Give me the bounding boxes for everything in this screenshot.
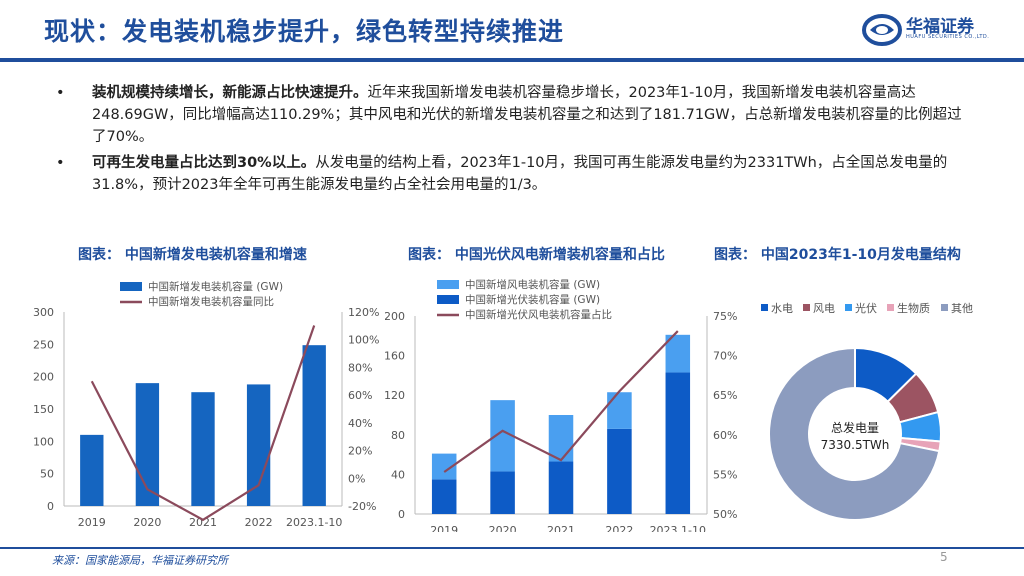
legend-label: 光伏 [855, 301, 877, 315]
legend-swatch [887, 304, 894, 311]
x-tick-label: 2023.1-10 [650, 524, 706, 532]
chart1-title: 图表： 中国新增发电装机容量和增速 [78, 247, 307, 263]
y-tick-label-right: 60% [713, 429, 737, 442]
x-tick-label: 2020 [489, 524, 517, 532]
bullet-text: 从发电量的结构上看，2023年1-10月，我国可再生能源发电量约为2331TWh… [92, 155, 948, 193]
bar-segment [548, 415, 574, 462]
y-tick-label-right: 50% [713, 508, 737, 521]
logo-subtext: HUAFU SECURITIES CO.,LTD. [906, 34, 990, 40]
source-note: 来源：国家能源局，华福证券研究所 [52, 554, 228, 567]
pie-center-label: 总发电量 [831, 420, 879, 435]
legend-label: 风电 [813, 302, 835, 315]
y-tick-label-left: 40 [391, 468, 405, 481]
legend-swatch [120, 282, 142, 291]
legend-swatch [941, 304, 948, 311]
bar-segment [431, 479, 457, 514]
y-tick-label-left: 50 [40, 468, 54, 481]
bullet-item: • 可再生发电量占比达到30%以上。从发电量的结构上看，2023年1-10月，我… [56, 152, 976, 196]
legend-label: 水电 [771, 302, 793, 315]
y-tick-label-right: 120% [348, 306, 379, 319]
bullet-item: • 装机规模持续增长，新能源占比快速提升。近年来我国新增发电装机容量稳步增长，2… [56, 82, 976, 148]
pie-center-value: 7330.5TWh [821, 438, 890, 452]
y-tick-label-right: 70% [713, 350, 737, 363]
y-tick-label-left: 120 [385, 389, 405, 402]
bar-segment [490, 471, 515, 514]
legend-swatch [437, 280, 459, 289]
bar [135, 383, 160, 506]
x-tick-label: 2019 [78, 516, 106, 529]
pie-slice [768, 346, 941, 521]
legend-label: 中国新增发电装机容量同比 [148, 295, 274, 308]
series-line [90, 325, 316, 522]
legend-label: 中国新增发电装机容量 (GW) [148, 280, 283, 293]
chart2-title: 图表： 中国光伏风电新增装机容量和占比 [408, 247, 665, 263]
chart1-capacity-growth: 0 50 100 150 200 250 300 -20% 0% 20% 40% 60% 80% 100%… [33, 280, 379, 529]
bar-segment [665, 334, 691, 373]
logo-text: 华福证券 [906, 17, 974, 37]
y-tick-label-left: 100 [33, 435, 54, 448]
bullet-dot: • [56, 155, 65, 171]
title-underline [0, 58, 1024, 62]
y-tick-label-right: 65% [713, 389, 737, 402]
x-tick-label: 2021 [547, 524, 575, 532]
y-tick-label-right: 40% [348, 417, 372, 430]
title-bar: 现状：发电装机稳步提升，绿色转型持续推进 华福证券 HUAFU SECURITI… [0, 0, 1024, 66]
footer-divider [0, 547, 1024, 549]
y-tick-label-right: 80% [348, 361, 372, 374]
chart3-title: 图表： 中国2023年1-10月发电量结构 [714, 247, 961, 263]
y-tick-label-left: 200 [33, 371, 54, 384]
bar-segment [607, 392, 632, 429]
bullet-bold-text: 装机规模持续增长，新能源占比快速提升。 [92, 85, 368, 101]
y-tick-label-right: 100% [348, 334, 379, 347]
bullet-text: 近年来我国新增发电装机容量稳步增长，2023年1-10月，我国新增发电装机容量高… [92, 85, 962, 145]
x-tick-label: 2021 [189, 516, 217, 529]
page-title: 现状：发电装机稳步提升，绿色转型持续推进 [44, 17, 565, 46]
y-tick-label-right: 75% [713, 310, 737, 323]
x-tick-label: 2019 [430, 524, 458, 532]
y-tick-label-left: 250 [33, 338, 54, 351]
y-tick-label-left: 150 [33, 403, 54, 416]
legend-swatch [845, 304, 852, 311]
y-tick-label-left: 0 [47, 500, 54, 513]
legend-label: 生物质 [897, 301, 930, 315]
bar-segment [548, 461, 574, 514]
bullet-list: • 装机规模持续增长，新能源占比快速提升。近年来我国新增发电装机容量稳步增长，2… [56, 82, 976, 200]
page-number: 5 [940, 550, 948, 564]
y-tick-label-left: 0 [398, 508, 405, 521]
chart2-pv-wind-capacity: 0 40 80 120 160 200 50% 55% 60% 65% 70% 75% 2019 2020… [385, 278, 737, 532]
y-tick-label-left: 80 [391, 429, 405, 442]
y-tick-label-right: -20% [348, 500, 376, 513]
bar-segment [665, 372, 691, 514]
bar [191, 392, 215, 506]
y-tick-label-right: 60% [348, 389, 372, 402]
x-tick-label: 2022 [245, 516, 273, 529]
y-tick-label-left: 160 [385, 350, 405, 363]
y-tick-label-right: 0% [348, 472, 365, 485]
legend-label: 其他 [951, 302, 973, 315]
legend-swatch [437, 295, 459, 304]
legend-label: 中国新增光伏装机容量 (GW) [465, 293, 600, 306]
logo-emblem-icon [862, 14, 902, 46]
legend-label: 中国新增风电装机容量 (GW) [465, 278, 600, 291]
bullet-bold-text: 可再生发电量占比达到30%以上。 [92, 155, 316, 171]
bullet-dot: • [56, 85, 65, 101]
bar [302, 345, 326, 506]
bar [80, 434, 104, 506]
bar [246, 384, 271, 506]
x-tick-label: 2020 [133, 516, 161, 529]
y-tick-label-right: 55% [713, 468, 737, 481]
bar-segment [607, 428, 632, 514]
y-tick-label-left: 300 [33, 306, 54, 319]
y-tick-label-right: 20% [348, 445, 372, 458]
series-line [443, 330, 679, 473]
chart3-generation-structure: 总发电量 7330.5TWh 水电 风电 光伏 生物质 其他 [761, 301, 973, 521]
x-tick-label: 2023.1-10 [286, 516, 342, 529]
company-logo: 华福证券 HUAFU SECURITIES CO.,LTD. [862, 10, 1002, 50]
legend-swatch [803, 304, 810, 311]
legend-label: 中国新增光伏风电装机容量占比 [465, 308, 612, 321]
y-tick-label-left: 200 [385, 310, 405, 323]
x-tick-label: 2022 [605, 524, 633, 532]
legend-swatch [761, 304, 768, 311]
